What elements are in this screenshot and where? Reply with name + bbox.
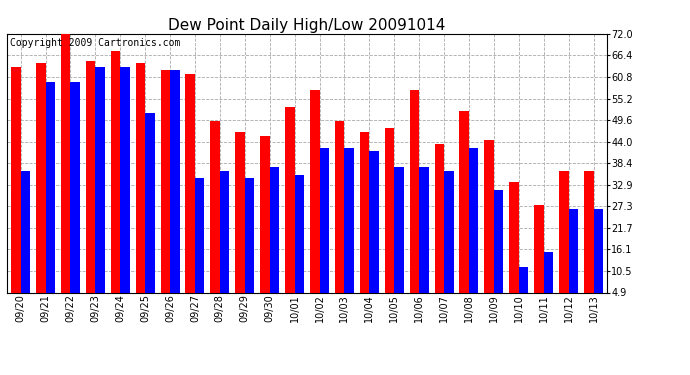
Bar <box>220 171 229 292</box>
Bar <box>444 171 453 292</box>
Bar <box>210 120 220 292</box>
Title: Dew Point Daily High/Low 20091014: Dew Point Daily High/Low 20091014 <box>168 18 446 33</box>
Bar <box>145 113 155 292</box>
Bar <box>295 174 304 292</box>
Bar <box>36 63 46 292</box>
Bar <box>419 167 428 292</box>
Text: Copyright 2009 Cartronics.com: Copyright 2009 Cartronics.com <box>10 38 180 48</box>
Bar <box>111 51 120 292</box>
Bar <box>170 70 179 292</box>
Bar <box>559 171 569 292</box>
Bar <box>469 147 478 292</box>
Bar <box>509 182 519 292</box>
Bar <box>186 74 195 292</box>
Bar <box>21 171 30 292</box>
Bar <box>369 152 379 292</box>
Bar <box>61 30 70 292</box>
Bar <box>544 252 553 292</box>
Bar <box>95 66 105 292</box>
Bar <box>260 136 270 292</box>
Bar <box>310 90 319 292</box>
Bar <box>245 178 254 292</box>
Bar <box>593 209 603 292</box>
Bar <box>335 120 344 292</box>
Bar <box>410 90 419 292</box>
Bar <box>270 167 279 292</box>
Bar <box>460 111 469 292</box>
Bar <box>519 267 529 292</box>
Bar <box>385 128 394 292</box>
Bar <box>435 144 444 292</box>
Bar <box>569 209 578 292</box>
Bar <box>319 147 329 292</box>
Bar <box>11 66 21 292</box>
Bar <box>161 70 170 292</box>
Bar <box>235 132 245 292</box>
Bar <box>136 63 145 292</box>
Bar <box>46 82 55 292</box>
Bar <box>120 66 130 292</box>
Bar <box>285 107 295 292</box>
Bar <box>394 167 404 292</box>
Bar <box>195 178 204 292</box>
Bar <box>360 132 369 292</box>
Bar <box>344 147 354 292</box>
Bar <box>494 190 503 292</box>
Bar <box>584 171 593 292</box>
Bar <box>484 140 494 292</box>
Bar <box>70 82 80 292</box>
Bar <box>86 61 95 292</box>
Bar <box>534 206 544 292</box>
